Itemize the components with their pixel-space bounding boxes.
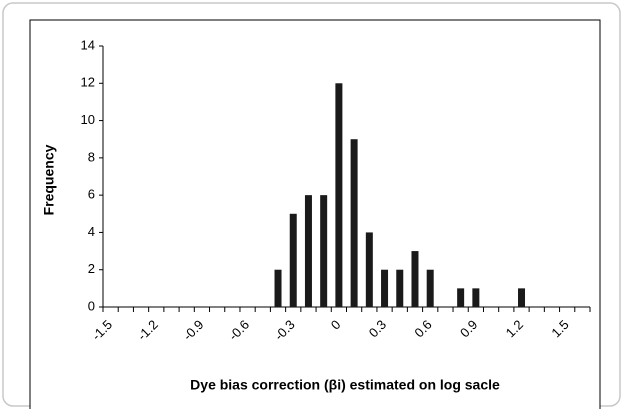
y-tick-label: 2 [88,261,95,276]
bar [426,269,434,307]
bar [289,213,297,307]
bar [350,139,358,307]
bar [365,232,373,307]
bar [274,269,282,307]
bar [518,288,526,307]
bar [335,83,343,308]
y-tick-label: 10 [81,112,95,127]
chart-frame [29,19,601,409]
bar [396,269,404,307]
y-tick-label: 8 [88,149,95,164]
bar [304,195,312,307]
y-tick-label: 14 [81,37,95,52]
y-tick-label: 4 [88,224,95,239]
y-axis-title: Frequency [41,144,57,215]
bar [411,251,419,307]
y-tick-label: 6 [88,187,95,202]
bar [381,269,389,307]
x-axis-title: Dye bias correction (βi) estimated on lo… [190,377,500,393]
y-tick-label: 0 [88,298,95,313]
bar [457,288,465,307]
bar [320,195,328,307]
bar [472,288,480,307]
y-tick-label: 12 [81,75,95,90]
